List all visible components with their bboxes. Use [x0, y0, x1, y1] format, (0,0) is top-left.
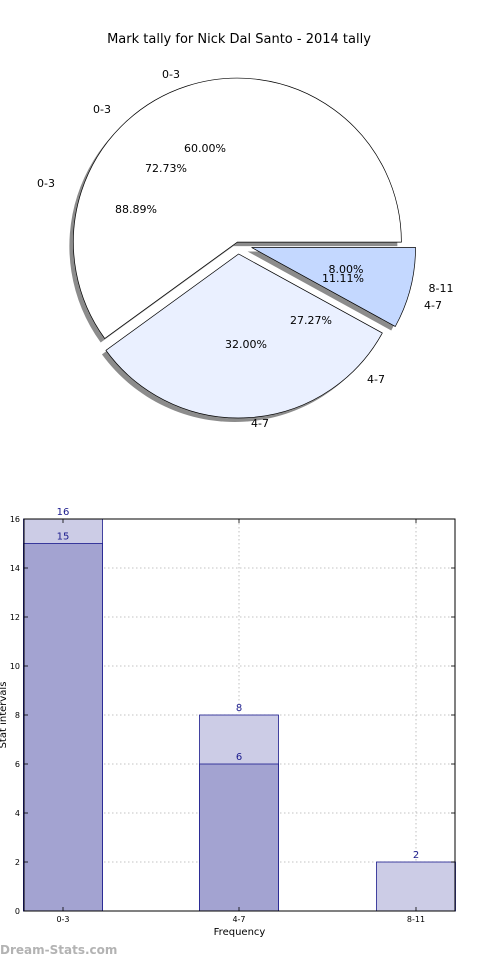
y-axis-label: Stat intervals [0, 682, 9, 749]
pie-pct-label: 60.00% [184, 142, 226, 155]
x-tick-label: 0-3 [56, 915, 69, 924]
pie-slice-8-11 [251, 247, 416, 327]
pie-label: 0-3 [162, 68, 180, 81]
pie-pct-label: 11.11% [322, 272, 364, 285]
bar-8-11-series-0 [376, 861, 456, 912]
y-tick-label: 14 [10, 564, 20, 573]
pie-slice-0-3 [73, 77, 402, 339]
pie-label: 4-7 [251, 417, 269, 430]
bar-value-label: 16 [57, 507, 70, 518]
pie-pct-label: 8.00% [329, 263, 364, 276]
pie-pct-label: 88.89% [115, 203, 157, 216]
pie-label: 0-3 [93, 103, 111, 116]
pie-chart: 0-3 60.00% 4-7 32.00% 8-11 8.00% 0-3 72.73% 4-7 2… [37, 68, 453, 430]
x-tick-label: 4-7 [232, 915, 245, 924]
bar-4-7-series-1 [199, 763, 279, 912]
bar-value-label: 8 [236, 703, 242, 714]
y-tick-label: 12 [10, 613, 20, 622]
pie-label: 4-7 [424, 299, 442, 312]
y-tick-label: 0 [15, 907, 20, 916]
y-tick-label: 2 [15, 858, 20, 867]
bar-value-label: 2 [413, 850, 419, 861]
pie-chart-title: Mark tally for Nick Dal Santo - 2014 tal… [107, 32, 371, 47]
pie-pct-label: 72.73% [145, 162, 187, 175]
watermark-text: Dream-Stats.com [0, 943, 118, 957]
y-tick-label: 16 [10, 515, 20, 524]
bar-value-label: 6 [236, 752, 242, 763]
bar-value-label: 15 [57, 532, 70, 543]
pie-pct-label: 27.27% [290, 314, 332, 327]
y-tick-label: 4 [15, 809, 20, 818]
x-tick-label: 8-11 [407, 915, 425, 924]
bar-chart: 16 8 2 15 6 0 2 4 6 8 10 12 14 16 0-3 4-7 8-11 Frequency S… [0, 507, 456, 938]
pie-slice-4-7 [105, 253, 383, 419]
pie-label: 0-3 [37, 177, 55, 190]
y-tick-label: 6 [15, 760, 20, 769]
pie-label: 4-7 [367, 373, 385, 386]
y-tick-label: 10 [10, 662, 20, 671]
x-axis-label: Frequency [214, 927, 266, 938]
bar-0-3-series-1 [23, 543, 103, 912]
pie-pct-label: 32.00% [225, 338, 267, 351]
y-tick-label: 8 [15, 711, 20, 720]
pie-label: 8-11 [429, 282, 454, 295]
